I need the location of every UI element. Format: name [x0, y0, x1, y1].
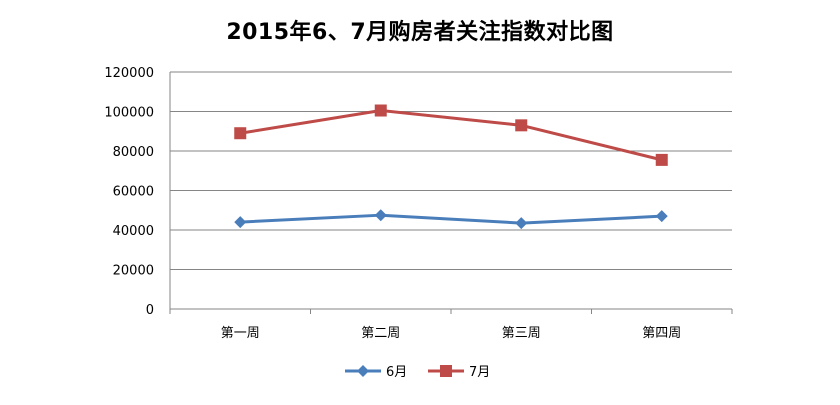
legend-marker	[440, 365, 452, 377]
data-point	[234, 216, 247, 229]
y-tick-label: 60000	[113, 185, 154, 200]
data-point	[374, 209, 387, 222]
x-tick-label: 第三周	[502, 326, 541, 341]
x-tick-label: 第一周	[221, 326, 260, 341]
data-point	[374, 104, 387, 117]
legend-label: 7月	[469, 365, 490, 380]
data-point	[655, 153, 668, 166]
y-tick-label: 100000	[104, 106, 154, 121]
legend-label: 6月	[386, 365, 407, 380]
y-tick-label: 80000	[113, 145, 154, 160]
y-tick-label: 20000	[113, 264, 154, 279]
y-tick-label: 120000	[104, 66, 154, 81]
data-point	[655, 210, 668, 223]
series-line-1	[240, 213, 662, 225]
legend-marker	[357, 365, 369, 377]
x-tick-label: 第二周	[361, 326, 400, 341]
data-point	[515, 119, 528, 132]
series-line-2	[240, 109, 663, 162]
data-point	[515, 217, 528, 230]
x-tick-label: 第四周	[642, 326, 681, 341]
data-point	[234, 127, 247, 140]
y-tick-label: 0	[146, 303, 154, 318]
y-tick-label: 40000	[113, 224, 154, 239]
chart-title: 2015年6、7月购房者关注指数对比图	[226, 20, 614, 45]
